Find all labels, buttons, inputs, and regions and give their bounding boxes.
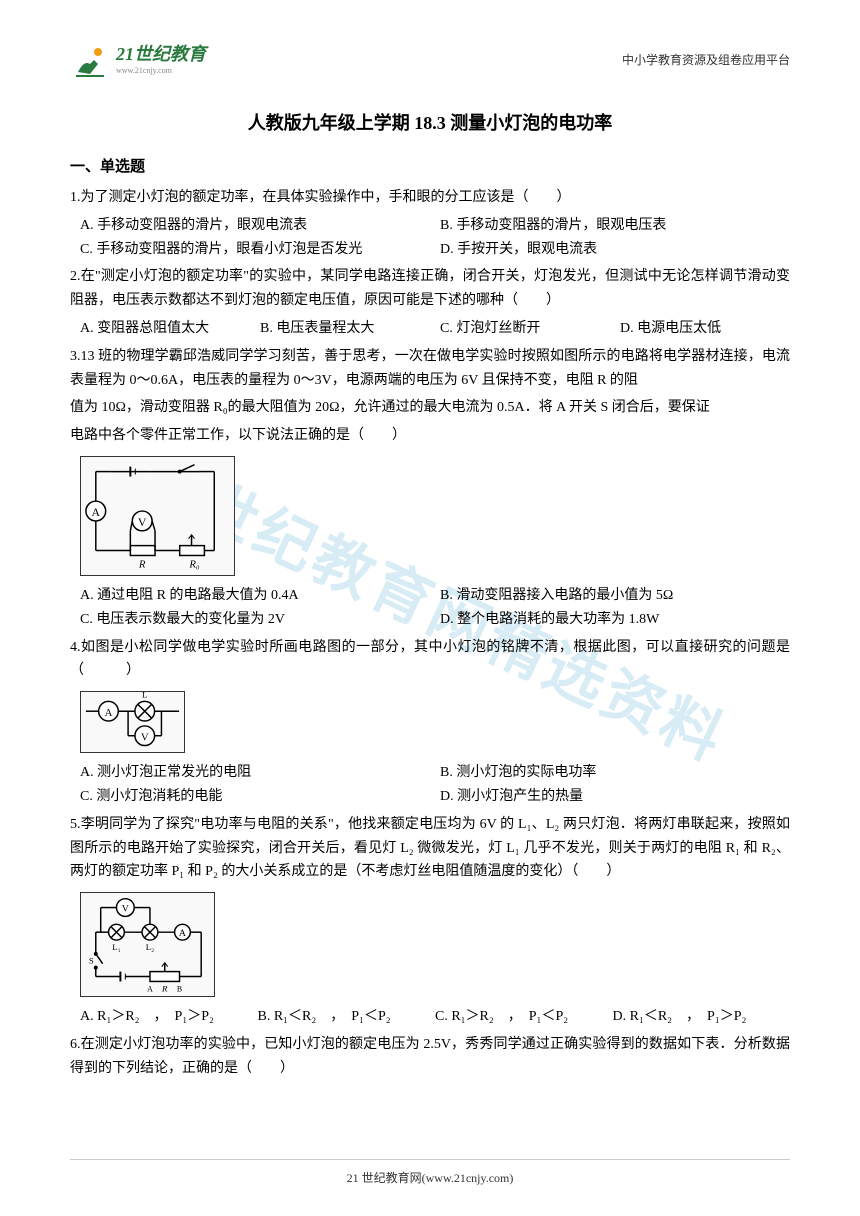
option: D. 电源电压太低 <box>610 317 790 341</box>
circuit-diagram-q4: A L V <box>80 691 185 753</box>
svg-text:A: A <box>179 928 187 939</box>
option: D. 手按开关，眼观电流表 <box>430 238 790 262</box>
option: A. R₁＞R₂ ， P₁＞P₂ <box>80 1005 258 1029</box>
option: D. 测小灯泡产生的热量 <box>430 785 790 809</box>
logo-sub: www.21cnjy.com <box>116 66 206 76</box>
option: D. 整个电路消耗的最大功率为 1.8W <box>430 608 790 632</box>
option: D. R₁＜R₂ ， P₁＞P₂ <box>613 1005 791 1029</box>
svg-text:A: A <box>147 985 153 994</box>
option: B. R₁＜R₂ ， P₁＜P₂ <box>258 1005 436 1029</box>
option: C. R₁＞R₂ ， P₁＜P₂ <box>435 1005 613 1029</box>
logo: 21世纪教育 www.21cnjy.com <box>70 40 206 80</box>
option: C. 灯泡灯丝断开 <box>430 317 610 341</box>
question-3-p3: 电路中各个零件正常工作，以下说法正确的是（ ） <box>70 424 790 448</box>
svg-text:L₁: L₁ <box>112 942 121 952</box>
option: B. 滑动变阻器接入电路的最小值为 5Ω <box>430 584 790 608</box>
svg-text:R: R <box>138 558 146 570</box>
section-heading: 一、单选题 <box>70 155 790 181</box>
svg-text:V: V <box>122 904 129 915</box>
svg-text:B: B <box>177 985 182 994</box>
circuit-diagram-q5: V L₁ L₂ A S <box>80 892 215 997</box>
content-wrapper: 21世纪教育 www.21cnjy.com 中小学教育资源及组卷应用平台 人教版… <box>70 40 790 1081</box>
option: B. 电压表量程太大 <box>250 317 430 341</box>
logo-main: 21世纪教育 <box>116 44 206 66</box>
question-2: 2.在"测定小灯泡的额定功率"的实验中，某同学电路连接正确，闭合开关，灯泡发光，… <box>70 265 790 313</box>
question-1-options: A. 手移动变阻器的滑片，眼观电流表 B. 手移动变阻器的滑片，眼观电压表 C.… <box>70 214 790 262</box>
circuit-diagram-q3: A R R₀ V <box>80 456 235 576</box>
option: B. 测小灯泡的实际电功率 <box>430 761 790 785</box>
option: B. 手移动变阻器的滑片，眼观电压表 <box>430 214 790 238</box>
svg-text:A: A <box>105 707 113 719</box>
option: C. 测小灯泡消耗的电能 <box>70 785 430 809</box>
question-5: 5.李明同学为了探究"电功率与电阻的关系"，他找来额定电压均为 6V 的 L₁、… <box>70 813 790 884</box>
option: A. 变阻器总阻值太大 <box>70 317 250 341</box>
svg-text:R: R <box>161 984 168 994</box>
page-title: 人教版九年级上学期 18.3 测量小灯泡的电功率 <box>70 108 790 139</box>
option: C. 电压表示数最大的变化量为 2V <box>70 608 430 632</box>
svg-text:R₀: R₀ <box>188 558 200 570</box>
header-right-text: 中小学教育资源及组卷应用平台 <box>622 50 790 70</box>
question-6: 6.在测定小灯泡功率的实验中，已知小灯泡的额定电压为 2.5V，秀秀同学通过正确… <box>70 1033 790 1081</box>
question-1: 1.为了测定小灯泡的额定功率，在具体实验操作中，手和眼的分工应该是（ ） <box>70 186 790 210</box>
svg-text:V: V <box>141 732 149 744</box>
page-footer: 21 世纪教育网(www.21cnjy.com) <box>70 1159 790 1188</box>
option: A. 测小灯泡正常发光的电阻 <box>70 761 430 785</box>
option: C. 手移动变阻器的滑片，眼看小灯泡是否发光 <box>70 238 430 262</box>
svg-text:S: S <box>89 956 94 966</box>
logo-icon <box>70 40 110 80</box>
svg-text:L₂: L₂ <box>146 942 155 952</box>
logo-text: 21世纪教育 www.21cnjy.com <box>116 44 206 75</box>
question-5-options: A. R₁＞R₂ ， P₁＞P₂ B. R₁＜R₂ ， P₁＜P₂ C. R₁＞… <box>70 1005 790 1029</box>
svg-text:L: L <box>142 691 147 699</box>
svg-text:V: V <box>138 515 147 529</box>
question-2-options: A. 变阻器总阻值太大 B. 电压表量程太大 C. 灯泡灯丝断开 D. 电源电压… <box>70 317 790 341</box>
question-3-p1: 3.13 班的物理学霸邱浩威同学学习刻苦，善于思考，一次在做电学实验时按照如图所… <box>70 345 790 393</box>
question-4: 4.如图是小松同学做电学实验时所画电路图的一部分，其中小灯泡的铭牌不清，根据此图… <box>70 636 790 684</box>
page-header: 21世纪教育 www.21cnjy.com 中小学教育资源及组卷应用平台 <box>70 40 790 80</box>
option: A. 通过电阻 R 的电路最大值为 0.4A <box>70 584 430 608</box>
svg-text:A: A <box>92 505 101 519</box>
question-4-options: A. 测小灯泡正常发光的电阻 B. 测小灯泡的实际电功率 C. 测小灯泡消耗的电… <box>70 761 790 809</box>
question-3-options: A. 通过电阻 R 的电路最大值为 0.4A B. 滑动变阻器接入电路的最小值为… <box>70 584 790 632</box>
option: A. 手移动变阻器的滑片，眼观电流表 <box>70 214 430 238</box>
question-3-p2: 值为 10Ω，滑动变阻器 R₀的最大阻值为 20Ω，允许通过的最大电流为 0.5… <box>70 396 790 420</box>
